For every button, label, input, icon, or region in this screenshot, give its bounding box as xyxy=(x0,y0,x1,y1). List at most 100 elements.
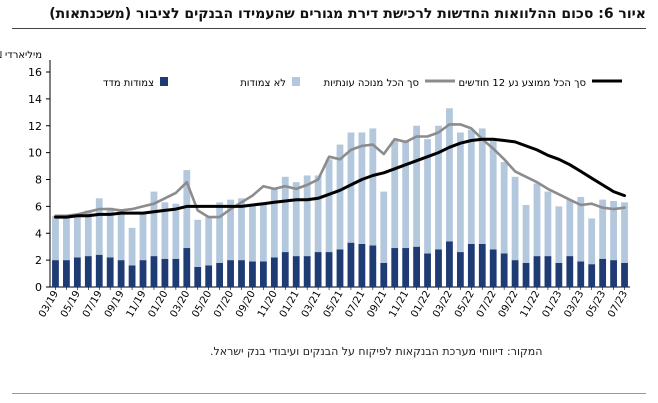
y-axis-title: מיליארדי ₪ xyxy=(0,50,42,61)
bar-non-indexed xyxy=(325,159,333,253)
bar-non-indexed xyxy=(544,191,552,257)
x-tick-label: 11/20 xyxy=(256,289,280,319)
y-tick-label: 6 xyxy=(35,200,42,213)
x-tick-label: 11/21 xyxy=(387,289,411,319)
bar-indexed xyxy=(380,262,388,287)
legend-label: לא צמודות xyxy=(240,78,286,89)
bar-non-indexed xyxy=(522,205,530,263)
bar-non-indexed xyxy=(588,218,596,265)
bar-non-indexed xyxy=(380,191,388,263)
bar-indexed xyxy=(139,260,147,287)
y-tick-label: 10 xyxy=(28,147,42,160)
x-tick-label: 07/23 xyxy=(606,289,630,319)
x-tick-label: 05/22 xyxy=(453,289,477,319)
legend-label: צמודות מדד xyxy=(103,78,154,89)
x-tick-label: 07/22 xyxy=(475,289,499,319)
bar-indexed xyxy=(424,253,431,287)
y-tick-label: 12 xyxy=(28,120,42,133)
bar-indexed xyxy=(347,242,355,287)
bar-indexed xyxy=(270,257,278,287)
x-tick-label: 09/22 xyxy=(497,289,521,319)
bar-non-indexed xyxy=(84,210,92,257)
x-tick-label: 11/19 xyxy=(125,289,149,319)
bar-non-indexed xyxy=(150,191,158,257)
bar-non-indexed xyxy=(183,170,191,249)
bar-non-indexed xyxy=(128,227,136,266)
bar-non-indexed xyxy=(292,182,300,257)
bar-indexed xyxy=(555,262,563,287)
bar-non-indexed xyxy=(73,217,81,258)
bar-indexed xyxy=(566,256,574,287)
bar-indexed xyxy=(369,245,377,287)
bar-indexed xyxy=(511,260,519,287)
bar-non-indexed xyxy=(281,176,289,253)
bar-indexed xyxy=(172,258,180,287)
x-tick-label: 01/23 xyxy=(541,289,565,319)
bar-non-indexed xyxy=(314,175,322,253)
bar-non-indexed xyxy=(369,128,377,246)
y-tick-label: 16 xyxy=(28,66,42,79)
bar-non-indexed xyxy=(446,108,453,242)
bar-indexed xyxy=(533,256,541,287)
bar-non-indexed xyxy=(216,202,224,263)
bar-indexed xyxy=(467,244,475,287)
bar-non-indexed xyxy=(52,215,59,261)
bar-non-indexed xyxy=(577,196,585,262)
x-tick-label: 05/20 xyxy=(190,289,214,319)
bar-indexed xyxy=(577,261,585,287)
chart-legend: צמודות מדד לא צמודות סך הכל מנוכה עונתיות ס… xyxy=(103,77,622,89)
bar-non-indexed xyxy=(238,198,245,261)
bar-non-indexed xyxy=(599,199,607,259)
y-tick-label: 0 xyxy=(35,281,42,294)
bar-non-indexed xyxy=(270,188,278,258)
legend-label: סך הכל ממוצע נע 12 חודשים xyxy=(459,78,586,89)
x-tick-label: 11/22 xyxy=(519,289,543,319)
bar-non-indexed xyxy=(402,140,410,249)
bar-non-indexed xyxy=(533,183,541,257)
bar-non-indexed xyxy=(610,201,617,261)
bar-indexed xyxy=(194,266,202,287)
bar-non-indexed xyxy=(413,125,420,247)
bar-indexed xyxy=(391,248,399,287)
bar-non-indexed xyxy=(161,202,169,259)
bar-indexed xyxy=(489,249,497,287)
bar-indexed xyxy=(478,244,486,287)
x-tick-label: 03/20 xyxy=(168,289,192,319)
x-tick-label: 01/21 xyxy=(278,289,302,319)
bar-non-indexed xyxy=(172,203,180,259)
y-tick-label: 2 xyxy=(35,254,42,267)
legend-label: סך הכל מנוכה עונתיות xyxy=(324,78,419,89)
y-tick-label: 8 xyxy=(35,174,42,187)
bar-indexed xyxy=(599,258,607,287)
y-tick-label: 4 xyxy=(35,227,42,240)
bar-non-indexed xyxy=(478,128,486,244)
bar-indexed xyxy=(402,248,410,287)
x-tick-label: 07/19 xyxy=(81,289,105,319)
bar-non-indexed xyxy=(621,202,628,263)
line-layer xyxy=(54,123,626,219)
figure-title: איור 6: סכום ההלוואות החדשות לרכישת דירת… xyxy=(49,6,646,22)
bar-indexed xyxy=(52,260,59,287)
bar-indexed xyxy=(544,256,552,287)
bar-non-indexed xyxy=(566,199,574,257)
bar-non-indexed xyxy=(95,198,103,255)
title-rule xyxy=(12,28,646,29)
bar-indexed xyxy=(161,258,169,287)
bar-indexed xyxy=(358,244,366,287)
bar-indexed xyxy=(456,252,464,287)
bar-non-indexed xyxy=(489,139,497,250)
bar-non-indexed xyxy=(227,199,234,261)
bar-non-indexed xyxy=(63,217,70,261)
bar-indexed xyxy=(303,256,311,287)
bar-indexed xyxy=(238,260,245,287)
bar-indexed xyxy=(336,249,344,287)
bar-indexed xyxy=(446,241,453,287)
bar-non-indexed xyxy=(358,132,366,244)
bar-indexed xyxy=(522,262,530,287)
bar-indexed xyxy=(128,265,136,287)
x-tick-label: 07/21 xyxy=(344,289,368,319)
bar-non-indexed xyxy=(303,175,311,257)
bar-indexed xyxy=(227,260,234,287)
bar-indexed xyxy=(63,260,70,287)
bar-indexed xyxy=(205,265,213,287)
